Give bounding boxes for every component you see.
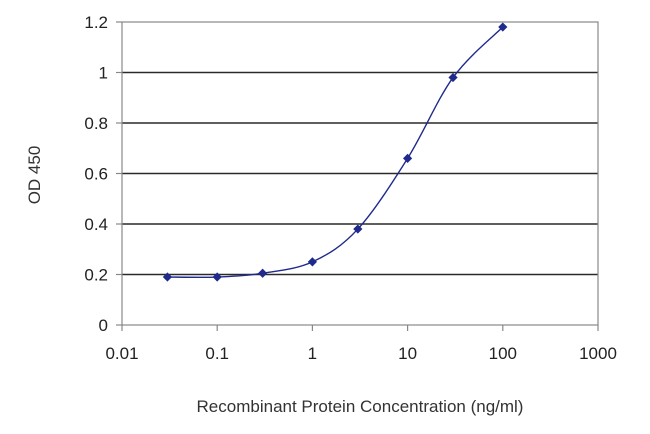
data-point	[448, 72, 458, 83]
x-tick-label: 10	[398, 344, 417, 363]
series-line	[167, 26, 504, 279]
x-axis-label: Recombinant Protein Concentration (ng/ml…	[197, 397, 524, 416]
x-tick-label: 100	[489, 344, 517, 363]
y-axis-ticks: 0 0.2 0.4 0.6 0.8 1 1.2	[84, 13, 122, 335]
y-tick-label: 0	[99, 316, 108, 335]
y-tick-label: 0.2	[84, 266, 108, 285]
data-point	[162, 272, 173, 282]
y-tick-label: 0.4	[84, 215, 108, 234]
data-point	[403, 153, 413, 163]
y-tick-label: 1.2	[84, 13, 108, 32]
y-tick-label: 0.8	[84, 114, 108, 133]
y-tick-label: 0.6	[84, 165, 108, 184]
series-layer	[162, 22, 508, 282]
x-tick-label: 0.01	[105, 344, 138, 363]
data-point	[212, 272, 222, 282]
data-point	[498, 22, 508, 32]
x-axis-ticks: 0.01 0.1 1 10 100 1000	[105, 325, 617, 363]
data-point	[258, 268, 268, 278]
x-tick-label: 0.1	[205, 344, 229, 363]
data-point	[307, 257, 317, 267]
x-tick-label: 1000	[579, 344, 617, 363]
data-point	[353, 224, 363, 234]
y-axis-label: OD 450	[25, 146, 44, 205]
x-tick-label: 1	[308, 344, 317, 363]
y-tick-label: 1	[99, 64, 108, 83]
gridlines	[122, 71, 598, 276]
